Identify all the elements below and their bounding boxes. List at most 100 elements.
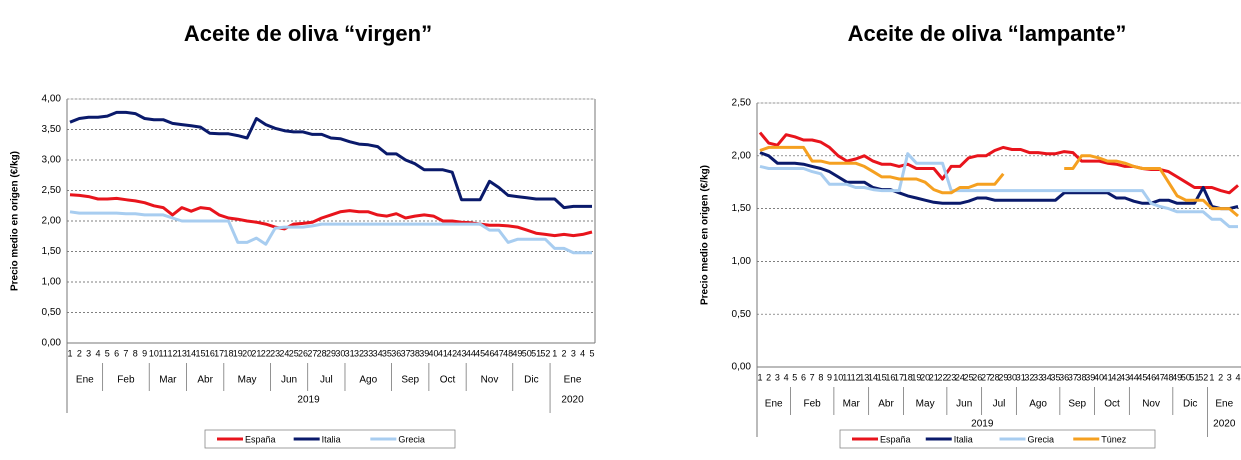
x-tick-label: 45 [475,348,485,358]
x-tick-label: 27 [307,348,317,358]
x-tick-label: 19 [911,372,921,382]
x-tick-label: 29 [998,372,1008,382]
x-tick-label: 10 [833,372,843,382]
x-tick-label: 14 [186,348,196,358]
x-tick-label: 5 [589,348,594,358]
x-tick-label: 50 [522,348,532,358]
legend-label: Grecia [1028,434,1055,444]
x-tick-label: 49 [512,348,522,358]
month-label: Feb [117,375,135,386]
y-tick-label: 3,00 [42,155,62,166]
y-tick-label: 0,00 [42,338,62,349]
x-tick-label: 45 [1137,372,1147,382]
legend-box [204,429,456,449]
x-tick-label: 2 [1218,372,1223,382]
x-tick-label: 25 [289,348,299,358]
x-tick-label: 1 [67,348,72,358]
month-label: Jun [281,375,297,386]
x-tick-label: 11 [159,348,168,358]
x-tick-label: 35 [1050,372,1060,382]
y-tick-label: 1,50 [42,246,62,257]
x-tick-label: 33 [363,348,373,358]
x-tick-label: 30 [1007,372,1017,382]
x-tick-label: 8 [133,348,138,358]
x-tick-label: 20 [920,372,930,382]
y-tick-label: 2,00 [732,150,752,161]
y-tick-label: 3,50 [42,124,62,135]
chart-title: Aceite de oliva “virgen” [184,21,432,46]
x-tick-label: 30 [335,348,345,358]
month-label: Abr [878,399,894,410]
legend-label: Italia [322,434,341,444]
month-label: Mar [843,399,861,410]
x-tick-label: 52 [540,348,550,358]
x-tick-label: 8 [818,372,823,382]
series-line [759,152,1238,229]
month-label: Nov [481,375,499,386]
year-label: 2019 [971,419,994,430]
x-tick-label: 6 [801,372,806,382]
x-tick-label: 28 [990,372,1000,382]
x-tick-label: 12 [851,372,861,382]
x-tick-label: 13 [177,348,187,358]
x-tick-label: 5 [105,348,110,358]
month-label: Abr [197,375,213,386]
x-tick-label: 22 [938,372,948,382]
x-tick-label: 12 [168,348,178,358]
y-tick-label: 2,50 [42,185,62,196]
x-tick-label: 29 [326,348,336,358]
x-tick-label: 44 [466,348,476,358]
legend-label: España [880,434,911,444]
x-tick-label: 34 [1042,372,1052,382]
month-label: Dic [524,375,538,386]
x-tick-label: 41 [1103,372,1113,382]
x-tick-label: 46 [484,348,494,358]
x-tick-label: 38 [410,348,420,358]
month-label: Nov [1142,399,1160,410]
x-tick-label: 34 [373,348,383,358]
month-label: Ago [1029,399,1047,410]
month-label: Oct [440,375,456,386]
x-tick-label: 2 [766,372,771,382]
x-tick-label: 19 [233,348,243,358]
x-tick-label: 4 [784,372,789,382]
x-tick-label: 15 [195,348,205,358]
x-tick-label: 33 [1033,372,1043,382]
x-tick-label: 5 [792,372,797,382]
y-tick-label: 2,00 [42,216,62,227]
x-tick-label: 48 [1163,372,1173,382]
x-tick-label: 36 [1059,372,1069,382]
series-line [759,145,1239,218]
x-tick-label: 23 [270,348,280,358]
x-tick-label: 13 [859,372,869,382]
x-tick-label: 16 [205,348,215,358]
x-tick-label: 14 [868,372,878,382]
x-tick-label: 16 [885,372,895,382]
month-label: Mar [159,375,177,386]
x-tick-label: 36 [391,348,401,358]
month-label: May [916,399,935,410]
x-tick-label: 24 [279,348,289,358]
month-label: Jul [993,399,1006,410]
x-tick-label: 39 [419,348,429,358]
month-label: Sep [1068,399,1086,410]
x-tick-label: 49 [1172,372,1182,382]
month-label: Jun [956,399,972,410]
x-tick-label: 52 [1198,372,1208,382]
x-tick-label: 9 [827,372,832,382]
x-tick-label: 18 [223,348,233,358]
y-tick-label: 4,00 [42,94,62,105]
x-tick-label: 1 [1209,372,1214,382]
x-tick-label: 18 [903,372,913,382]
x-tick-label: 23 [946,372,956,382]
legend-label: España [245,434,276,444]
x-tick-label: 40 [429,348,439,358]
x-tick-label: 47 [494,348,504,358]
x-tick-label: 4 [95,348,100,358]
x-tick-label: 24 [955,372,965,382]
x-tick-label: 28 [317,348,327,358]
y-axis-label: Precio medio en origen (€/kg) [10,151,21,291]
x-tick-label: 44 [1129,372,1139,382]
legend-box [839,429,1156,449]
year-label: 2020 [561,395,584,406]
